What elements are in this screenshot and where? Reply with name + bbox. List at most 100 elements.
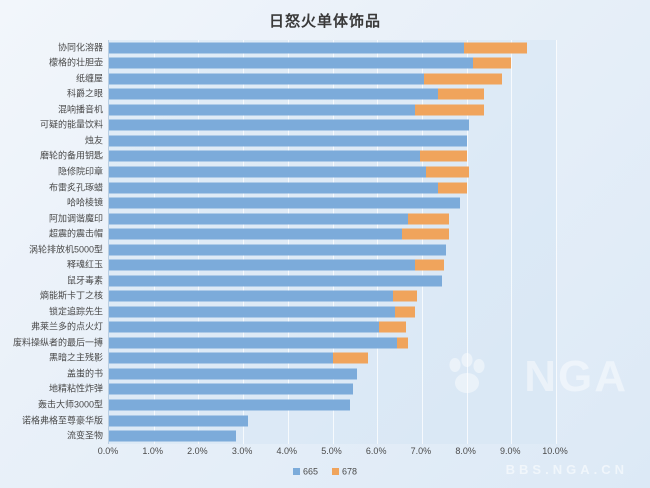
stacked-bar[interactable] [109,275,442,287]
stacked-bar[interactable] [109,321,407,333]
bar-segment-678[interactable] [426,166,469,178]
bar-segment-665[interactable] [109,42,465,54]
bar-segment-678[interactable] [437,182,467,194]
bar-segment-678[interactable] [332,352,369,364]
bar-segment-665[interactable] [109,57,474,69]
bar-row[interactable]: 鼠牙毒素 [67,273,556,289]
bar-segment-665[interactable] [109,337,398,349]
bar-segment-665[interactable] [109,119,469,131]
stacked-bar[interactable] [109,73,503,85]
x-tick-label: 0.0% [97,446,119,456]
category-label: 檬格的壮胆壶 [48,57,103,68]
bar-segment-665[interactable] [109,399,351,411]
gridline [243,40,245,444]
stacked-bar[interactable] [109,182,467,194]
bar-segment-678[interactable] [392,290,418,302]
bar-row[interactable]: 檬格的壮胆壶 [49,56,556,72]
stacked-bar[interactable] [109,244,447,256]
stacked-bar[interactable] [109,57,512,69]
bar-segment-678[interactable] [437,88,485,100]
bar-segment-678[interactable] [415,259,445,271]
bar-row[interactable]: 诺格弗格至尊豪华版 [22,413,556,429]
bar-segment-665[interactable] [109,135,467,147]
bar-row[interactable]: 隐修院印章 [58,164,556,180]
bar-segment-665[interactable] [109,383,353,395]
stacked-bar[interactable] [109,42,527,54]
bar-row[interactable]: 科爵之眼 [67,87,556,103]
stacked-bar[interactable] [109,259,445,271]
bar-row[interactable]: 轰击大师3000型 [38,397,556,413]
bar-segment-678[interactable] [395,306,416,318]
gridline [511,40,513,444]
bar-segment-665[interactable] [109,213,409,225]
bar-row[interactable]: 混响播音机 [58,102,556,118]
stacked-bar[interactable] [109,430,237,442]
bar-segment-665[interactable] [109,321,380,333]
bar-row[interactable]: 废料操纵者的最后一搏 [13,335,556,351]
bar-segment-665[interactable] [109,290,393,302]
stacked-bar[interactable] [109,104,485,116]
bar-segment-678[interactable] [464,42,527,54]
bar-segment-678[interactable] [401,228,449,240]
legend-item-665[interactable]: 665 [292,466,318,477]
bar-row[interactable]: 纸缠屋 [76,71,556,87]
bar-segment-665[interactable] [109,430,237,442]
stacked-bar[interactable] [109,150,467,162]
stacked-bar[interactable] [109,166,469,178]
bar-segment-678[interactable] [408,213,449,225]
stacked-bar[interactable] [109,337,409,349]
stacked-bar[interactable] [109,415,248,427]
bar-segment-665[interactable] [109,197,460,209]
bar-row[interactable]: 涡轮排放机5000型 [29,242,556,258]
bar-segment-665[interactable] [109,259,416,271]
bar-row[interactable]: 协同化溶器 [58,40,556,56]
bar-row[interactable]: 可疑的能量饮料 [40,118,556,134]
bar-segment-665[interactable] [109,73,425,85]
bar-row[interactable]: 释魂红玉 [67,257,556,273]
bar-segment-665[interactable] [109,228,402,240]
bar-segment-665[interactable] [109,368,358,380]
bar-segment-678[interactable] [419,150,467,162]
bar-segment-678[interactable] [473,57,512,69]
bar-row[interactable]: 磨轮的备用钥匙 [40,149,556,165]
bar-segment-665[interactable] [109,352,333,364]
bar-segment-665[interactable] [109,166,427,178]
stacked-bar[interactable] [109,399,351,411]
bar-row[interactable]: 流变圣物 [67,428,556,444]
bar-row[interactable]: 超震的震击帽 [49,226,556,242]
bar-row[interactable]: 哈哈棱镜 [67,195,556,211]
stacked-bar[interactable] [109,135,467,147]
bar-row[interactable]: 锁定追踪先生 [49,304,556,320]
bar-row[interactable]: 地精粘性炸弹 [49,382,556,398]
bar-row[interactable]: 烛友 [85,133,556,149]
stacked-bar[interactable] [109,368,358,380]
bar-segment-665[interactable] [109,306,396,318]
stacked-bar[interactable] [109,213,449,225]
bar-row[interactable]: 阿加调谐魔印 [49,211,556,227]
bar-segment-665[interactable] [109,415,248,427]
stacked-bar[interactable] [109,88,485,100]
bar-segment-665[interactable] [109,150,420,162]
legend-item-678[interactable]: 678 [332,466,357,477]
stacked-bar[interactable] [109,352,369,364]
stacked-bar[interactable] [109,306,416,318]
bar-segment-678[interactable] [415,104,485,116]
bar-segment-665[interactable] [109,88,438,100]
bar-row[interactable]: 布雷炙孔琢蜡 [49,180,556,196]
bar-segment-665[interactable] [109,244,447,256]
bar-row[interactable]: 黑暗之主残影 [49,351,556,367]
bar-row[interactable]: 盖蚩的书 [67,366,556,382]
bar-segment-678[interactable] [397,337,409,349]
stacked-bar[interactable] [109,228,449,240]
stacked-bar[interactable] [109,383,353,395]
bar-segment-665[interactable] [109,182,438,194]
stacked-bar[interactable] [109,290,418,302]
stacked-bar[interactable] [109,119,469,131]
bar-segment-678[interactable] [379,321,407,333]
bar-segment-665[interactable] [109,275,442,287]
bar-row[interactable]: 弗莱兰多的点火灯 [31,320,556,336]
bar-segment-665[interactable] [109,104,416,116]
bar-segment-678[interactable] [424,73,503,85]
bar-row[interactable]: 熵能斯卡丁之核 [40,289,556,305]
stacked-bar[interactable] [109,197,460,209]
